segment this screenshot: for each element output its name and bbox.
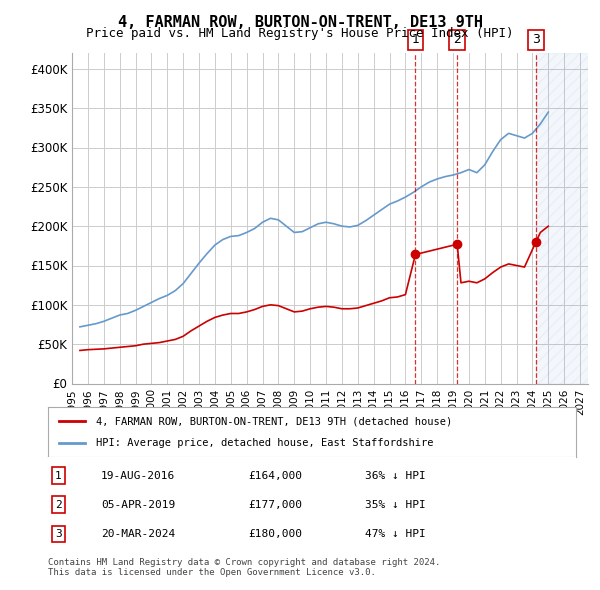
Text: Price paid vs. HM Land Registry's House Price Index (HPI): Price paid vs. HM Land Registry's House …: [86, 27, 514, 40]
Text: 1: 1: [55, 471, 62, 480]
Text: 20-MAR-2024: 20-MAR-2024: [101, 529, 175, 539]
Text: £177,000: £177,000: [248, 500, 302, 510]
Text: 3: 3: [55, 529, 62, 539]
Text: 05-APR-2019: 05-APR-2019: [101, 500, 175, 510]
Text: Contains HM Land Registry data © Crown copyright and database right 2024.
This d: Contains HM Land Registry data © Crown c…: [48, 558, 440, 577]
Text: HPI: Average price, detached house, East Staffordshire: HPI: Average price, detached house, East…: [95, 438, 433, 448]
Text: 1: 1: [412, 34, 419, 47]
Text: 2: 2: [453, 34, 461, 47]
Text: 4, FARMAN ROW, BURTON-ON-TRENT, DE13 9TH (detached house): 4, FARMAN ROW, BURTON-ON-TRENT, DE13 9TH…: [95, 416, 452, 426]
Bar: [536, 53, 588, 384]
Text: 36% ↓ HPI: 36% ↓ HPI: [365, 471, 425, 480]
Text: £180,000: £180,000: [248, 529, 302, 539]
Text: £164,000: £164,000: [248, 471, 302, 480]
Text: 2: 2: [55, 500, 62, 510]
Text: 35% ↓ HPI: 35% ↓ HPI: [365, 500, 425, 510]
Text: 47% ↓ HPI: 47% ↓ HPI: [365, 529, 425, 539]
Text: 3: 3: [532, 34, 540, 47]
Text: 19-AUG-2016: 19-AUG-2016: [101, 471, 175, 480]
Text: 4, FARMAN ROW, BURTON-ON-TRENT, DE13 9TH: 4, FARMAN ROW, BURTON-ON-TRENT, DE13 9TH: [118, 15, 482, 30]
